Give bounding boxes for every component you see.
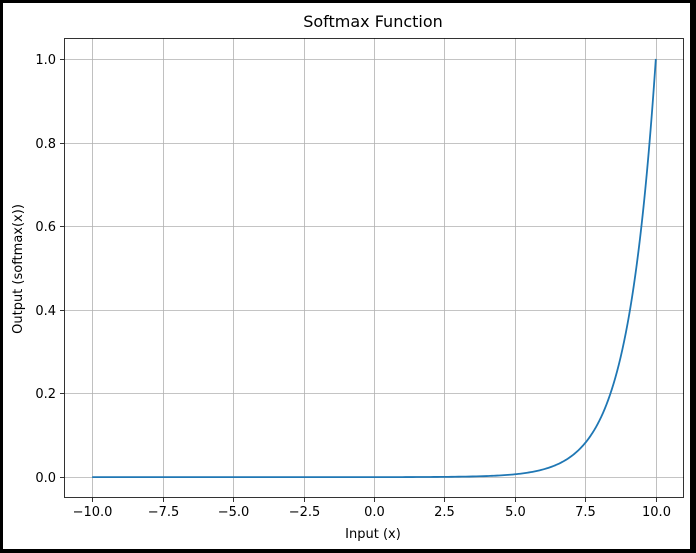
plot-frame [64,38,684,498]
x-tick-label-0: −10.0 [73,505,113,520]
axes [64,38,684,498]
chart-figure: −10.0 −7.5 −5.0 −2.5 0.0 2.5 5.0 7.5 10.0 0.0 0.2 0… [3,3,690,549]
y-tick-label-0: 0.0 [35,471,56,486]
y-axis-label: Output (softmax(x)) [11,204,26,334]
y-tick-label-4: 0.8 [35,137,56,152]
series-line-0 [92,58,657,478]
y-tick-label-1: 0.2 [35,387,56,402]
chart-svg: −10.0 −7.5 −5.0 −2.5 0.0 2.5 5.0 7.5 10.0 0.0 0.2 0… [11,12,684,542]
y-tick-label-3: 0.6 [35,220,56,235]
x-tick-label-7: 7.5 [575,505,596,520]
x-tick-label-4: 0.0 [364,505,385,520]
x-axis-label: Input (x) [345,527,401,542]
x-tick-label-2: −5.0 [218,505,250,520]
ticks: −10.0 −7.5 −5.0 −2.5 0.0 2.5 5.0 7.5 10.0 0.0 0.2 0… [35,53,671,520]
x-tick-label-6: 5.0 [505,505,526,520]
x-tick-label-5: 2.5 [434,505,455,520]
x-tick-label-3: −2.5 [289,505,321,520]
x-tick-label-1: −7.5 [148,505,180,520]
series-layer [92,58,657,478]
x-tick-label-8: 10.0 [642,505,671,520]
chart-title: Softmax Function [303,12,443,31]
y-tick-label-2: 0.4 [35,304,56,319]
y-tick-label-5: 1.0 [35,53,56,68]
grid [64,38,684,498]
